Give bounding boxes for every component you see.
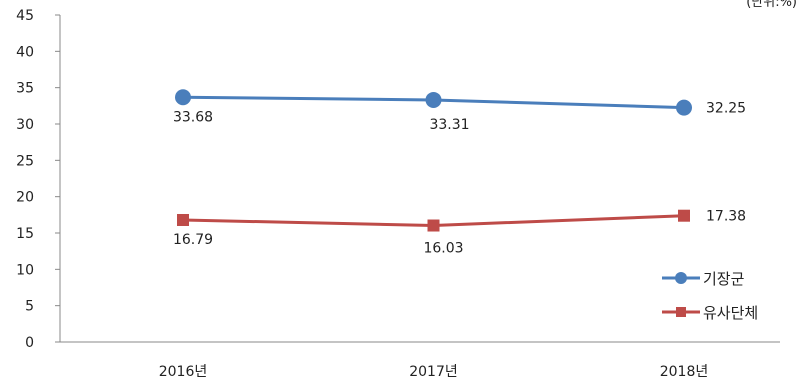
y-tick-label: 15	[16, 226, 34, 242]
data-point	[425, 91, 442, 108]
series-2: 16.79 16.03 17.38	[173, 209, 746, 257]
series-layer: 33.68 33.31 32.25 16.79 16.03 17.38	[173, 89, 746, 257]
legend-item-1: 기장군	[662, 270, 745, 288]
y-tick-label: 5	[25, 299, 34, 315]
y-axis: 0 5 10 15 20 25 30 35 40 45	[16, 8, 61, 351]
data-label: 17.38	[706, 209, 746, 225]
y-tick-label: 0	[25, 335, 34, 351]
data-point	[175, 89, 191, 106]
legend-label: 유사단체	[703, 304, 758, 322]
y-tick-label: 30	[16, 117, 34, 133]
y-tick-label: 10	[16, 262, 34, 278]
data-point	[678, 209, 690, 222]
series-1: 33.68 33.31 32.25	[173, 89, 746, 133]
data-label: 33.31	[429, 117, 469, 133]
x-tick-label: 2018년	[660, 364, 709, 380]
legend-marker	[676, 307, 686, 317]
data-point	[427, 219, 440, 232]
data-point	[676, 99, 692, 116]
legend-label: 기장군	[703, 270, 745, 288]
unit-note: (단위:%)	[746, 0, 797, 10]
y-tick-label: 20	[16, 190, 34, 206]
data-label: 16.03	[423, 241, 463, 257]
legend-item-2: 유사단체	[662, 304, 758, 322]
x-axis: 2016년 2017년 2018년	[60, 341, 780, 380]
y-tick-label: 35	[16, 81, 34, 97]
data-label: 16.79	[173, 232, 213, 248]
x-tick-label: 2016년	[159, 364, 208, 380]
y-tick-label: 25	[16, 153, 34, 169]
legend-marker	[675, 272, 687, 284]
y-tick-label: 45	[16, 8, 34, 24]
y-tick-label: 40	[16, 44, 34, 60]
x-tick-label: 2017년	[409, 364, 458, 380]
data-label: 32.25	[706, 101, 746, 117]
data-label: 33.68	[173, 109, 213, 125]
data-point	[177, 213, 189, 226]
